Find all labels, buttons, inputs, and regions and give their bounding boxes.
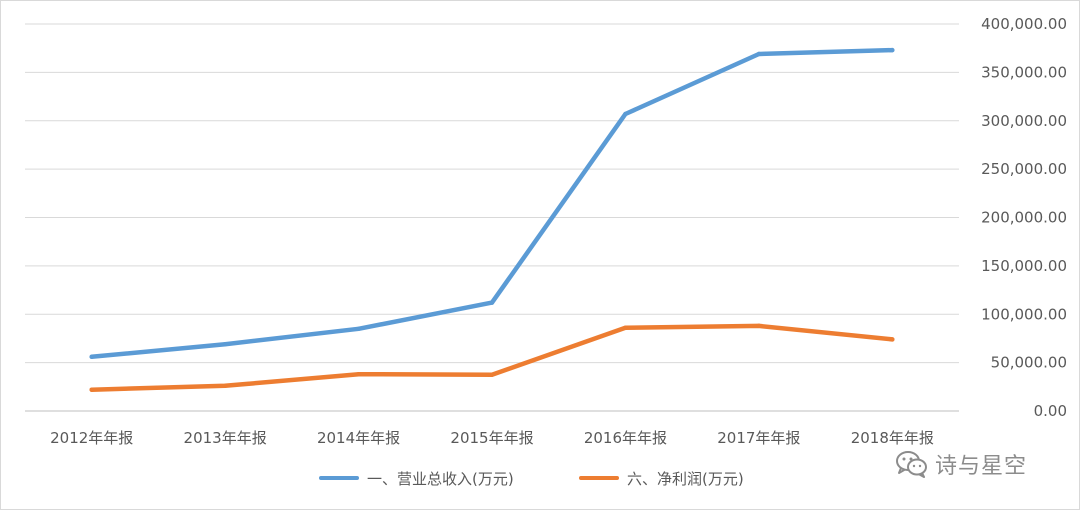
watermark-text: 诗与星空 [935,454,1028,479]
x-tick-label: 2014年年报 [317,429,400,447]
x-tick-label: 2013年年报 [184,429,267,447]
x-tick-label: 2016年年报 [584,429,667,447]
data-point [356,326,361,331]
watermark: 诗与星空 [895,447,1027,481]
legend-item-revenue: 一、营业总收入(万元) [319,463,514,493]
data-point [623,111,628,117]
x-tick-label: 2012年年报 [50,429,133,447]
legend: 一、营业总收入(万元) 六、净利润(万元) [1,463,1080,493]
data-point [890,337,895,342]
series-line-net-profit [89,323,895,392]
data-point [222,342,228,347]
data-point [489,300,495,305]
y-tick-label: 250,000.00 [981,160,1067,178]
y-tick-label: 50,000.00 [991,354,1067,372]
data-point [890,47,895,53]
y-tick-label: 200,000.00 [981,209,1067,227]
x-axis-ticks: 2012年年报 2013年年报 2014年年报 2015年年报 2016年年报 2017年… [50,429,934,447]
wechat-icon [896,451,927,478]
y-tick-label: 0.00 [1034,402,1067,420]
y-axis-ticks: 0.00 50,000.00 100,000.00 150,000.00 200,000… [981,15,1067,420]
y-tick-label: 100,000.00 [981,305,1067,323]
data-point [756,51,762,57]
data-point [623,325,628,330]
y-tick-label: 400,000.00 [981,15,1067,33]
gridlines [25,23,959,412]
legend-swatch-revenue [319,476,359,480]
series-line-revenue [89,47,895,360]
legend-item-net-profit: 六、净利润(万元) [579,463,744,493]
data-point [756,323,762,329]
x-tick-label: 2017年年报 [717,429,800,447]
data-point [356,372,361,377]
legend-label-revenue: 一、营业总收入(万元) [367,469,514,488]
legend-swatch-net-profit [579,476,619,480]
data-point [222,383,228,389]
x-tick-label: 2018年年报 [851,429,934,447]
y-tick-label: 350,000.00 [981,63,1067,81]
data-point [489,372,495,377]
y-tick-label: 300,000.00 [981,112,1067,130]
legend-label-net-profit: 六、净利润(万元) [627,469,744,488]
series-lines [89,47,895,392]
data-point [89,354,94,360]
data-point [89,387,94,392]
x-tick-label: 2015年年报 [450,429,533,447]
y-tick-label: 150,000.00 [981,257,1067,275]
